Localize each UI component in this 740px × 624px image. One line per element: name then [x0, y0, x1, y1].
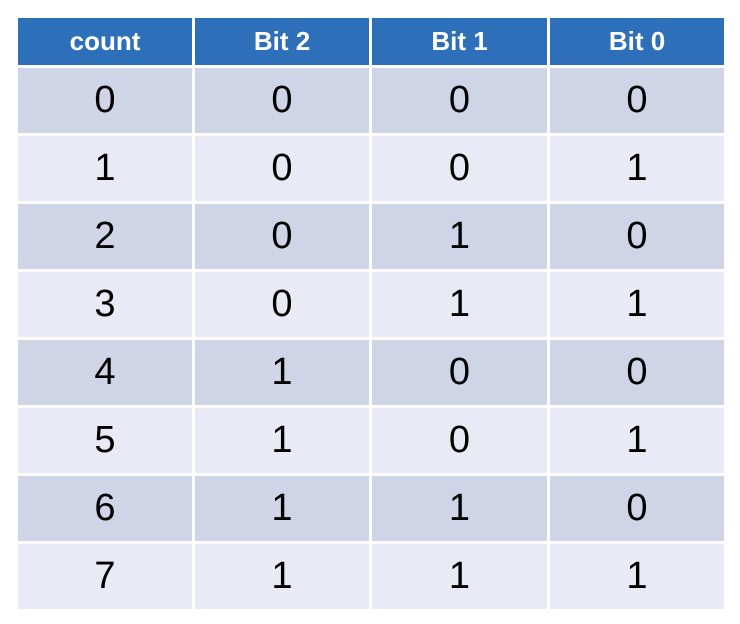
- count-cell: 4: [15, 337, 195, 408]
- table-row: 1 0 0 1: [15, 133, 727, 204]
- header-row: count Bit 2 Bit 1 Bit 0: [15, 15, 727, 68]
- count-cell: 0: [15, 65, 195, 136]
- header-bit-1: Bit 1: [369, 15, 550, 68]
- bit-1-cell: 0: [369, 65, 550, 136]
- count-cell: 6: [15, 473, 195, 544]
- bit-2-cell: 1: [192, 405, 372, 476]
- header-bit-2: Bit 2: [192, 15, 372, 68]
- count-cell: 2: [15, 201, 195, 272]
- bit-2-cell: 0: [192, 65, 372, 136]
- bit-1-cell: 1: [369, 201, 550, 272]
- bit-1-cell: 0: [369, 405, 550, 476]
- bit-0-cell: 1: [547, 133, 727, 204]
- table-row: 2 0 1 0: [15, 201, 727, 272]
- bit-0-cell: 1: [547, 269, 727, 340]
- table-header: count Bit 2 Bit 1 Bit 0: [15, 15, 727, 68]
- bit-0-cell: 1: [547, 541, 727, 612]
- bit-2-cell: 1: [192, 541, 372, 612]
- table-row: 6 1 1 0: [15, 473, 727, 544]
- table-row: 4 1 0 0: [15, 337, 727, 408]
- bit-1-cell: 1: [369, 269, 550, 340]
- bit-2-cell: 0: [192, 269, 372, 340]
- bit-2-cell: 0: [192, 133, 372, 204]
- bit-1-cell: 1: [369, 541, 550, 612]
- header-count: count: [15, 15, 195, 68]
- bit-0-cell: 0: [547, 201, 727, 272]
- bit-2-cell: 1: [192, 473, 372, 544]
- bit-1-cell: 0: [369, 133, 550, 204]
- table-row: 0 0 0 0: [15, 65, 727, 136]
- header-bit-0: Bit 0: [547, 15, 727, 68]
- table-body: 0 0 0 0 1 0 0 1 2 0 1 0 3 0 1 1 4 1 0 0: [15, 65, 727, 612]
- table-row: 7 1 1 1: [15, 541, 727, 612]
- bit-2-cell: 0: [192, 201, 372, 272]
- count-cell: 3: [15, 269, 195, 340]
- count-cell: 7: [15, 541, 195, 612]
- count-cell: 5: [15, 405, 195, 476]
- table-row: 3 0 1 1: [15, 269, 727, 340]
- truth-table: count Bit 2 Bit 1 Bit 0 0 0 0 0 1 0 0 1 …: [15, 15, 727, 612]
- bit-1-cell: 1: [369, 473, 550, 544]
- bit-2-cell: 1: [192, 337, 372, 408]
- bit-0-cell: 1: [547, 405, 727, 476]
- bit-0-cell: 0: [547, 65, 727, 136]
- table-row: 5 1 0 1: [15, 405, 727, 476]
- bit-0-cell: 0: [547, 473, 727, 544]
- bit-1-cell: 0: [369, 337, 550, 408]
- bit-0-cell: 0: [547, 337, 727, 408]
- count-cell: 1: [15, 133, 195, 204]
